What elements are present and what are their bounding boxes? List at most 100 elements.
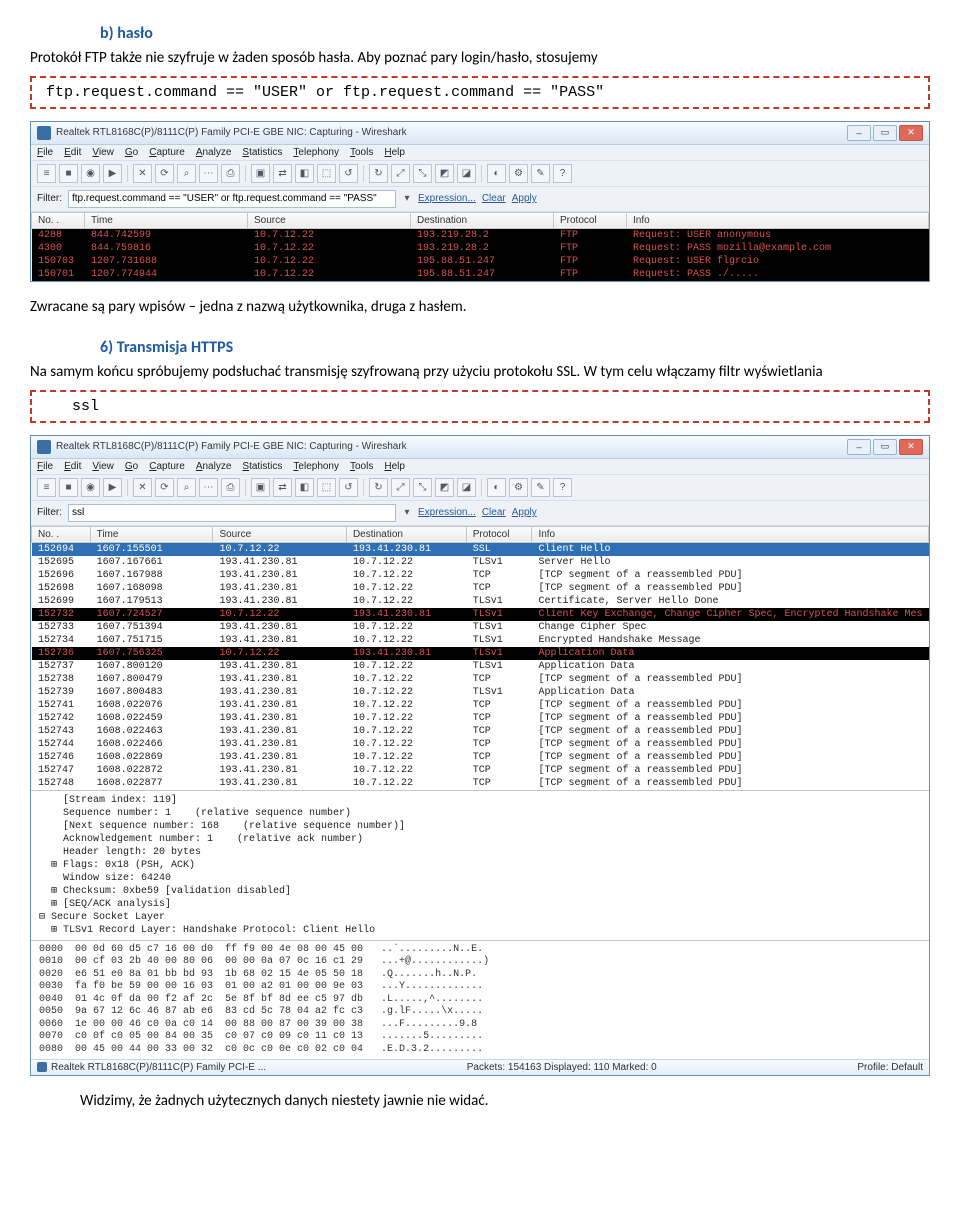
table-row[interactable]: 1527481608.022877193.41.230.8110.7.12.22… — [32, 777, 929, 790]
filter-input[interactable] — [68, 190, 396, 208]
toolbar-button[interactable]: ▣ — [251, 478, 270, 497]
table-row[interactable]: 1526951607.167661193.41.230.8110.7.12.22… — [32, 556, 929, 569]
menu-item-statistics[interactable]: Statistics — [242, 461, 282, 472]
toolbar-button[interactable]: ⌕ — [177, 164, 196, 183]
toolbar-button[interactable]: ↻ — [369, 478, 388, 497]
toolbar-button[interactable]: ⬚ — [317, 164, 336, 183]
table-row[interactable]: 1527331607.751394193.41.230.8110.7.12.22… — [32, 621, 929, 634]
filter-input[interactable] — [68, 504, 396, 522]
menu-item-go[interactable]: Go — [125, 147, 138, 158]
toolbar-button[interactable]: ■ — [59, 478, 78, 497]
close-button[interactable]: ✕ — [899, 125, 923, 141]
menu-item-capture[interactable]: Capture — [149, 147, 185, 158]
column-header[interactable]: No. . — [32, 526, 91, 542]
table-row[interactable]: 1527431608.022463193.41.230.8110.7.12.22… — [32, 725, 929, 738]
toolbar-button[interactable]: ◉ — [81, 164, 100, 183]
table-row[interactable]: 4300844.75981610.7.12.22193.219.28.2FTPR… — [32, 242, 929, 255]
expression-link[interactable]: Expression... — [418, 507, 476, 518]
toolbar-button[interactable]: ◪ — [457, 164, 476, 183]
menu-item-view[interactable]: View — [92, 461, 114, 472]
column-header[interactable]: Info — [532, 526, 929, 542]
menu-item-help[interactable]: Help — [384, 147, 405, 158]
menu-item-analyze[interactable]: Analyze — [196, 461, 232, 472]
menu-item-statistics[interactable]: Statistics — [242, 147, 282, 158]
menu-item-telephony[interactable]: Telephony — [293, 461, 339, 472]
table-row[interactable]: 1527441608.022466193.41.230.8110.7.12.22… — [32, 738, 929, 751]
toolbar-button[interactable]: ⇄ — [273, 164, 292, 183]
toolbar-button[interactable]: ✎ — [531, 164, 550, 183]
toolbar-button[interactable]: ▣ — [251, 164, 270, 183]
column-header[interactable]: Protocol — [554, 212, 627, 228]
column-header[interactable]: Destination — [411, 212, 554, 228]
toolbar-button[interactable]: ⤢ — [391, 164, 410, 183]
table-row[interactable]: 1507011207.77494410.7.12.22195.88.51.247… — [32, 268, 929, 281]
toolbar-button[interactable]: ⌕ — [177, 478, 196, 497]
table-row[interactable]: 1526991607.179513193.41.230.8110.7.12.22… — [32, 595, 929, 608]
toolbar-button[interactable]: ■ — [59, 164, 78, 183]
menu-item-capture[interactable]: Capture — [149, 461, 185, 472]
menu-item-go[interactable]: Go — [125, 461, 138, 472]
menu-item-tools[interactable]: Tools — [350, 147, 373, 158]
column-header[interactable]: Info — [627, 212, 929, 228]
table-row[interactable]: 4288844.74259910.7.12.22193.219.28.2FTPR… — [32, 228, 929, 242]
minimize-button[interactable]: – — [847, 439, 871, 455]
toolbar-button[interactable]: ◐ — [487, 478, 506, 497]
menu-item-file[interactable]: File — [37, 461, 53, 472]
column-header[interactable]: Source — [213, 526, 347, 542]
table-row[interactable]: 1527361607.75632510.7.12.22193.41.230.81… — [32, 647, 929, 660]
filter-dropdown-icon[interactable]: ▾ — [402, 193, 412, 204]
toolbar-button[interactable]: ↻ — [369, 164, 388, 183]
table-row[interactable]: 1527391607.800483193.41.230.8110.7.12.22… — [32, 686, 929, 699]
toolbar-button[interactable]: ≡ — [37, 164, 56, 183]
table-row[interactable]: 1526961607.167988193.41.230.8110.7.12.22… — [32, 569, 929, 582]
toolbar-button[interactable]: ⤢ — [391, 478, 410, 497]
toolbar-button[interactable]: ? — [553, 164, 572, 183]
table-row[interactable]: 1527411608.022076193.41.230.8110.7.12.22… — [32, 699, 929, 712]
menu-item-tools[interactable]: Tools — [350, 461, 373, 472]
table-row[interactable]: 1527461608.022869193.41.230.8110.7.12.22… — [32, 751, 929, 764]
menu-item-edit[interactable]: Edit — [64, 461, 81, 472]
toolbar-button[interactable]: ✕ — [133, 478, 152, 497]
toolbar-button[interactable]: ◉ — [81, 478, 100, 497]
menu-item-telephony[interactable]: Telephony — [293, 147, 339, 158]
column-header[interactable]: No. . — [32, 212, 85, 228]
menu-item-edit[interactable]: Edit — [64, 147, 81, 158]
toolbar-button[interactable]: ⎙ — [221, 164, 240, 183]
toolbar-button[interactable]: ✕ — [133, 164, 152, 183]
minimize-button[interactable]: – — [847, 125, 871, 141]
toolbar-button[interactable]: ◩ — [435, 478, 454, 497]
column-header[interactable]: Source — [248, 212, 411, 228]
toolbar-button[interactable]: ⚙ — [509, 164, 528, 183]
toolbar-button[interactable]: ▶ — [103, 478, 122, 497]
toolbar-button[interactable]: ⟳ — [155, 478, 174, 497]
toolbar-button[interactable]: ◧ — [295, 164, 314, 183]
toolbar-button[interactable]: ⤡ — [413, 164, 432, 183]
table-row[interactable]: 1527381607.800479193.41.230.8110.7.12.22… — [32, 673, 929, 686]
maximize-button[interactable]: ▭ — [873, 439, 897, 455]
table-row[interactable]: 1527321607.72452710.7.12.22193.41.230.81… — [32, 608, 929, 621]
toolbar-button[interactable]: ⎙ — [221, 478, 240, 497]
column-header[interactable]: Destination — [346, 526, 466, 542]
toolbar-button[interactable]: ⇄ — [273, 478, 292, 497]
column-header[interactable]: Time — [85, 212, 248, 228]
apply-link[interactable]: Apply — [512, 193, 537, 204]
column-header[interactable]: Protocol — [466, 526, 532, 542]
clear-link[interactable]: Clear — [482, 507, 506, 518]
clear-link[interactable]: Clear — [482, 193, 506, 204]
table-row[interactable]: 1527371607.800120193.41.230.8110.7.12.22… — [32, 660, 929, 673]
maximize-button[interactable]: ▭ — [873, 125, 897, 141]
toolbar-button[interactable]: ⋯ — [199, 478, 218, 497]
toolbar-button[interactable]: ⚙ — [509, 478, 528, 497]
toolbar-button[interactable]: ⟳ — [155, 164, 174, 183]
toolbar-button[interactable]: ✎ — [531, 478, 550, 497]
close-button[interactable]: ✕ — [899, 439, 923, 455]
toolbar-button[interactable]: ≡ — [37, 478, 56, 497]
table-row[interactable]: 1526941607.15550110.7.12.22193.41.230.81… — [32, 542, 929, 556]
toolbar-button[interactable]: ? — [553, 478, 572, 497]
toolbar-button[interactable]: ◧ — [295, 478, 314, 497]
menu-item-file[interactable]: File — [37, 147, 53, 158]
toolbar-button[interactable]: ↺ — [339, 164, 358, 183]
toolbar-button[interactable]: ◐ — [487, 164, 506, 183]
table-row[interactable]: 1527341607.751715193.41.230.8110.7.12.22… — [32, 634, 929, 647]
column-header[interactable]: Time — [90, 526, 213, 542]
